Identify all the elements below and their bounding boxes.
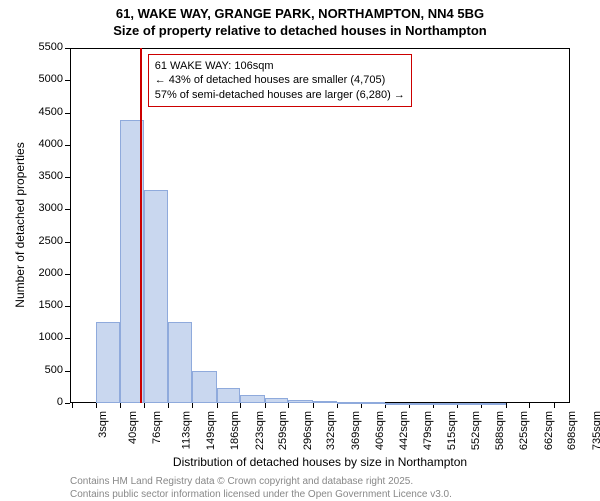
xtick-mark bbox=[168, 403, 169, 408]
chart-footer: Contains HM Land Registry data © Crown c… bbox=[70, 475, 452, 501]
ytick-label: 4000 bbox=[25, 138, 63, 150]
axis-border bbox=[70, 48, 71, 403]
xtick-label: 735sqm bbox=[591, 411, 600, 450]
xtick-mark bbox=[217, 403, 218, 408]
ytick-mark bbox=[65, 177, 70, 178]
annotation-smaller: ← 43% of detached houses are smaller (4,… bbox=[155, 73, 405, 87]
histogram-bar bbox=[144, 190, 168, 403]
xtick-label: 442sqm bbox=[398, 411, 410, 450]
ytick-mark bbox=[65, 338, 70, 339]
histogram-bar bbox=[313, 401, 337, 403]
xtick-mark bbox=[506, 403, 507, 408]
annotation-title: 61 WAKE WAY: 106sqm bbox=[155, 59, 405, 73]
ytick-label: 2500 bbox=[25, 235, 63, 247]
ytick-mark bbox=[65, 113, 70, 114]
footer-line-1: Contains HM Land Registry data © Crown c… bbox=[70, 475, 452, 488]
xtick-label: 113sqm bbox=[181, 411, 193, 449]
axis-border bbox=[70, 48, 570, 49]
xtick-mark bbox=[240, 403, 241, 408]
xtick-label: 3sqm bbox=[97, 411, 109, 438]
xtick-mark bbox=[288, 403, 289, 408]
xtick-label: 406sqm bbox=[374, 411, 386, 450]
histogram-bar bbox=[168, 322, 192, 403]
ytick-label: 3000 bbox=[25, 202, 63, 214]
xtick-label: 186sqm bbox=[230, 411, 242, 450]
histogram-bar bbox=[385, 403, 409, 405]
histogram-bar bbox=[217, 388, 241, 403]
xtick-mark bbox=[265, 403, 266, 408]
axis-border bbox=[569, 48, 570, 403]
ytick-mark bbox=[65, 48, 70, 49]
ytick-mark bbox=[65, 242, 70, 243]
ytick-label: 3500 bbox=[25, 170, 63, 182]
ytick-label: 500 bbox=[25, 364, 63, 376]
histogram-bar bbox=[409, 403, 433, 405]
histogram-bar bbox=[433, 403, 457, 405]
property-size-chart: 61, WAKE WAY, GRANGE PARK, NORTHAMPTON, … bbox=[0, 0, 600, 500]
ytick-mark bbox=[65, 403, 70, 404]
ytick-mark bbox=[65, 306, 70, 307]
xtick-label: 40sqm bbox=[127, 411, 139, 444]
xtick-label: 259sqm bbox=[278, 411, 290, 450]
xtick-mark bbox=[120, 403, 121, 408]
xtick-label: 552sqm bbox=[470, 411, 482, 450]
xtick-label: 625sqm bbox=[518, 411, 530, 450]
ytick-mark bbox=[65, 371, 70, 372]
ytick-mark bbox=[65, 145, 70, 146]
histogram-bar bbox=[96, 322, 120, 403]
ytick-label: 0 bbox=[25, 396, 63, 408]
histogram-bar bbox=[481, 403, 505, 405]
xtick-label: 515sqm bbox=[446, 411, 458, 450]
xtick-label: 296sqm bbox=[302, 411, 314, 450]
ytick-label: 1500 bbox=[25, 299, 63, 311]
y-axis-label: Number of detached properties bbox=[13, 125, 27, 325]
xtick-mark bbox=[144, 403, 145, 408]
xtick-label: 588sqm bbox=[494, 411, 506, 450]
ytick-label: 4500 bbox=[25, 106, 63, 118]
histogram-bar bbox=[240, 395, 264, 403]
xtick-mark bbox=[96, 403, 97, 408]
xtick-mark bbox=[72, 403, 73, 408]
xtick-mark bbox=[313, 403, 314, 408]
chart-title: 61, WAKE WAY, GRANGE PARK, NORTHAMPTON, … bbox=[0, 0, 600, 40]
title-line-1: 61, WAKE WAY, GRANGE PARK, NORTHAMPTON, … bbox=[0, 6, 600, 23]
histogram-bar bbox=[361, 402, 385, 404]
xtick-mark bbox=[192, 403, 193, 408]
ytick-label: 5500 bbox=[25, 41, 63, 53]
histogram-bar bbox=[457, 403, 481, 405]
xtick-label: 698sqm bbox=[566, 411, 578, 450]
xtick-mark bbox=[529, 403, 530, 408]
xtick-label: 76sqm bbox=[151, 411, 163, 444]
annotation-box: 61 WAKE WAY: 106sqm← 43% of detached hou… bbox=[148, 54, 412, 107]
xtick-label: 662sqm bbox=[543, 411, 555, 450]
plot-area: 0500100015002000250030003500400045005000… bbox=[70, 48, 570, 403]
ytick-label: 2000 bbox=[25, 267, 63, 279]
xtick-label: 479sqm bbox=[422, 411, 434, 450]
property-marker-line bbox=[140, 48, 142, 403]
histogram-bar bbox=[192, 371, 216, 403]
xtick-label: 369sqm bbox=[350, 411, 362, 450]
ytick-label: 5000 bbox=[25, 73, 63, 85]
ytick-label: 1000 bbox=[25, 331, 63, 343]
ytick-mark bbox=[65, 209, 70, 210]
annotation-larger: 57% of semi-detached houses are larger (… bbox=[155, 88, 405, 102]
histogram-bar bbox=[265, 398, 289, 403]
title-line-2: Size of property relative to detached ho… bbox=[0, 23, 600, 40]
ytick-mark bbox=[65, 80, 70, 81]
xtick-label: 223sqm bbox=[254, 411, 266, 450]
xtick-label: 149sqm bbox=[205, 411, 217, 450]
ytick-mark bbox=[65, 274, 70, 275]
histogram-bar bbox=[288, 400, 312, 403]
footer-line-2: Contains public sector information licen… bbox=[70, 488, 452, 501]
x-axis-label: Distribution of detached houses by size … bbox=[70, 455, 570, 469]
xtick-label: 332sqm bbox=[326, 411, 338, 450]
xtick-mark bbox=[554, 403, 555, 408]
histogram-bar bbox=[337, 402, 361, 404]
